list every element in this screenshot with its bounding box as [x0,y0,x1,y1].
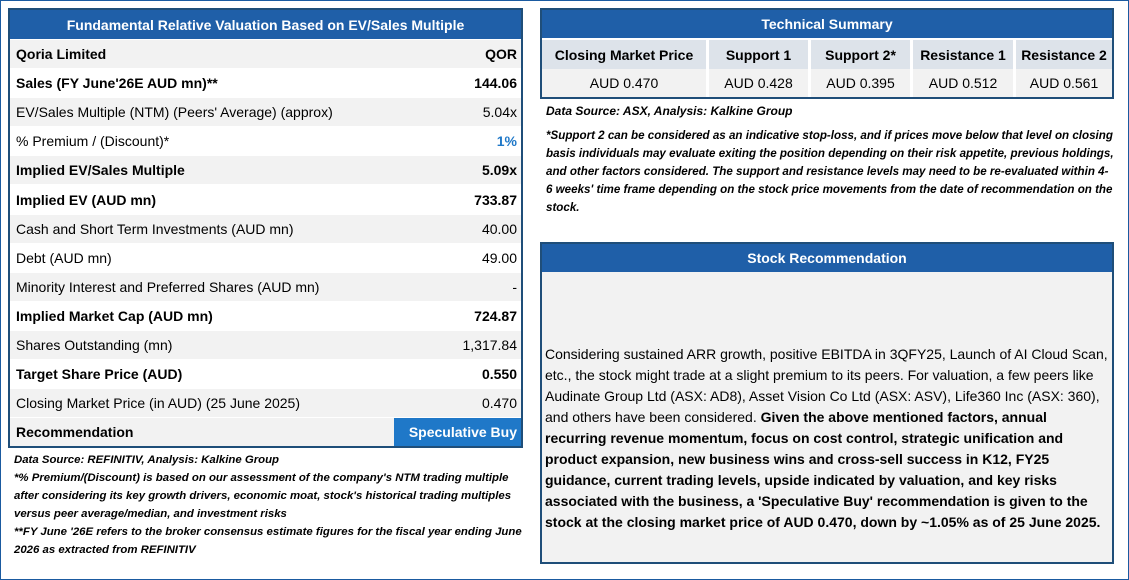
row-label: Implied Market Cap (AUD mn) [16,307,213,324]
row-label: Implied EV (AUD mn) [16,191,157,208]
valuation-source: Data Source: REFINITIV, Analysis: Kalkin… [14,454,280,466]
row-label: Shares Outstanding (mn) [16,336,173,353]
row-value: 0.550 [481,366,517,383]
row-label: Implied EV/Sales Multiple [16,162,185,179]
technical-header-row: Closing Market Price Support 1 Support 2… [542,38,1112,69]
table-row: Sales (FY June'26E AUD mn)** 144.06 [10,68,521,98]
recommendation-conclusion: Given the above mentioned factors, annua… [545,409,1101,530]
row-label: Minority Interest and Preferred Shares (… [16,278,320,295]
table-row: Minority Interest and Preferred Shares (… [10,271,521,301]
table-row: Recommendation Speculative Buy [10,417,521,447]
value-cell: AUD 0.395 [811,69,913,97]
row-label: Target Share Price (AUD) [16,366,183,383]
header-cell: Support 1 [709,38,811,69]
row-label: Closing Market Price (in AUD) (25 June 2… [16,395,301,412]
header-cell: Resistance 1 [913,38,1016,69]
table-row: Shares Outstanding (mn) 1,317.84 [10,329,521,360]
valuation-table: Fundamental Relative Valuation Based on … [8,8,523,449]
table-row: Qoria Limited QOR [10,39,521,69]
valuation-notes: Data Source: REFINITIV, Analysis: Kalkin… [14,451,524,559]
premium-note: *% Premium/(Discount) is based on our as… [14,472,512,520]
value-cell: AUD 0.512 [913,69,1016,97]
row-value: 0.470 [481,395,517,412]
premium-value: 1% [496,133,517,150]
row-value: 724.87 [474,307,517,324]
value-cell: AUD 0.470 [542,69,709,97]
table-row: Debt (AUD mn) 49.00 [10,242,521,272]
row-label: Cash and Short Term Investments (AUD mn) [16,220,294,237]
valuation-title: Fundamental Relative Valuation Based on … [10,10,521,39]
technical-source: Data Source: ASX, Analysis: Kalkine Grou… [546,104,793,118]
row-label: Qoria Limited [16,46,107,63]
header-cell: Support 2* [811,38,913,69]
row-value: 40.00 [481,220,517,237]
header-cell: Closing Market Price [542,38,709,69]
row-value: - [512,278,517,295]
value-cell: AUD 0.428 [709,69,811,97]
recommendation-body: Considering sustained ARR growth, positi… [545,344,1111,533]
table-row: Implied EV/Sales Multiple 5.09x [10,155,521,185]
table-row: % Premium / (Discount)* 1% [10,126,521,156]
technical-summary: Technical Summary Closing Market Price S… [540,8,1114,99]
row-label: EV/Sales Multiple (NTM) (Peers' Average)… [16,104,333,121]
row-value: 5.09x [481,162,517,179]
row-value: 144.06 [474,75,517,92]
stock-recommendation: Stock Recommendation Considering sustain… [540,242,1114,564]
table-row: Implied Market Cap (AUD mn) 724.87 [10,300,521,330]
row-value: 1,317.84 [462,336,518,353]
recommendation-title: Stock Recommendation [542,244,1112,272]
value-cell: AUD 0.561 [1016,69,1112,97]
recommendation-text: Considering sustained ARR growth, positi… [545,346,1108,425]
header-cell: Resistance 2 [1016,38,1112,69]
row-label: Sales (FY June'26E AUD mn)** [16,75,218,92]
row-label: Debt (AUD mn) [16,249,112,266]
technical-note: *Support 2 can be considered as an indic… [546,129,1114,214]
table-row: Cash and Short Term Investments (AUD mn)… [10,213,521,243]
table-row: Closing Market Price (in AUD) (25 June 2… [10,388,521,418]
row-value: QOR [485,46,517,63]
row-label: % Premium / (Discount)* [16,133,170,150]
recommendation-badge: Speculative Buy [394,418,521,447]
technical-value-row: AUD 0.470 AUD 0.428 AUD 0.395 AUD 0.512 … [542,69,1112,97]
row-value: 5.04x [482,104,517,121]
fy-note: **FY June '26E refers to the broker cons… [14,526,522,556]
table-row: Implied EV (AUD mn) 733.87 [10,184,521,214]
row-value: 49.00 [481,249,517,266]
table-row: Target Share Price (AUD) 0.550 [10,359,521,389]
row-value: 733.87 [474,191,517,208]
table-row: EV/Sales Multiple (NTM) (Peers' Average)… [10,97,521,127]
row-label: Recommendation [16,424,134,441]
technical-title: Technical Summary [542,10,1112,38]
